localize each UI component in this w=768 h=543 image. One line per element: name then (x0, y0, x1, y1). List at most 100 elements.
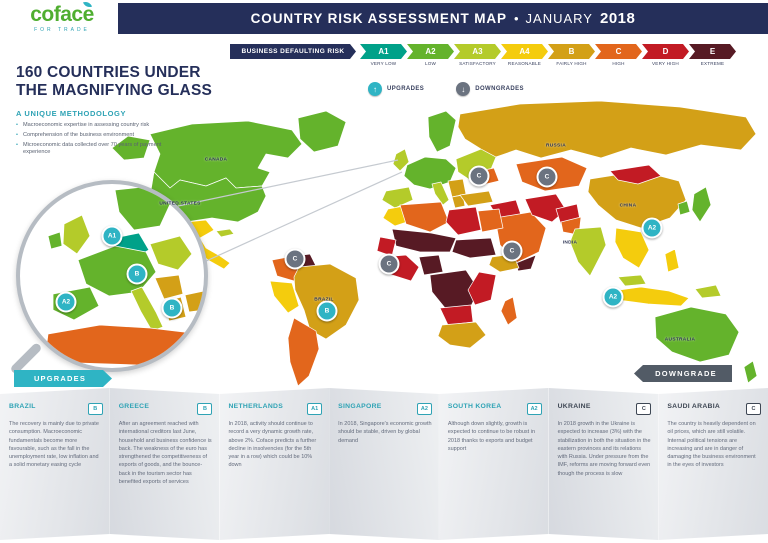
coface-wordmark: coface (30, 3, 94, 26)
region-malaysia (617, 274, 647, 287)
title-month: JANUARY (525, 11, 593, 26)
panel-header: NETHERLANDS A1 (228, 403, 322, 415)
marker-upgrade-greece: B (161, 297, 183, 319)
grade-level-label: FAIRLY HIGH (556, 61, 587, 66)
grade-chevron: C (595, 44, 642, 59)
risk-legend-title: BUSINESS DEFAULTING RISK (230, 44, 356, 59)
panel-grade-chip: B (88, 403, 103, 415)
region-southern-africa (437, 321, 487, 349)
europe-magnifier: A1 A2 B B (16, 180, 208, 372)
region-mongolia (609, 164, 662, 185)
panel-header: SINGAPORE A2 (338, 403, 432, 415)
panel-header: SOUTH KOREA A2 (448, 403, 542, 415)
change-legend: ↑ UPGRADES ↓ DOWNGRADES (368, 82, 524, 96)
panel-grade-chip: A1 (307, 403, 322, 415)
region-madagascar (500, 296, 518, 326)
zoom-region-ireland (47, 231, 63, 250)
panel-country-name: GREECE (118, 403, 150, 410)
region-philippines (664, 248, 680, 273)
coface-logo: coface FOR TRADE (14, 0, 110, 33)
header-title-bar: COUNTRY RISK ASSESSMENT MAP • JANUARY 20… (118, 3, 768, 34)
grade-a1: A1 VERY LOW (360, 44, 407, 66)
methodology-bullets: Macroeconomic expertise in assessing cou… (16, 122, 231, 157)
region-argentina (287, 317, 320, 387)
europe-zoom-map (45, 185, 205, 366)
grade-a4: A4 REASONABLE (501, 44, 548, 66)
grade-level-label: SATISFACTORY (459, 61, 496, 66)
panel-header: SAUDI ARABIA C (667, 403, 761, 415)
grade-chevron: D (642, 44, 689, 59)
zoom-region-italy (130, 286, 164, 332)
up-arrow-icon: ↑ (368, 82, 382, 96)
downgrades-legend-item: ↓ DOWNGRADES (456, 82, 524, 96)
marker-downgrade-saudi-arabia: C (501, 240, 523, 262)
panel-south-korea: SOUTH KOREA A2 Although down slightly, g… (439, 388, 549, 540)
grade-level-label: HIGH (612, 61, 625, 66)
panel-grade-chip: A2 (527, 403, 542, 415)
panel-grade-chip: C (746, 403, 761, 415)
panel-country-name: SAUDI ARABIA (667, 403, 721, 410)
grade-a2: A2 LOW (407, 44, 454, 66)
map-label-australia: AUSTRALIA (664, 337, 696, 343)
map-label-china: CHINA (619, 203, 637, 209)
marker-upgrade-iberia: A2 (55, 291, 77, 313)
panel-brazil: BRAZIL B The recovery is mainly due to p… (0, 388, 110, 540)
zoom-region-turkey (184, 290, 205, 313)
region-nigeria (418, 254, 444, 276)
region-egypt (477, 208, 504, 233)
grade-level-label: REASONABLE (507, 61, 542, 66)
panel-summary: After an agreement reached with internat… (118, 421, 212, 485)
panel-ukraine: UKRAINE C In 2018 growth in the Ukraine … (549, 388, 659, 540)
panel-grade-chip: A2 (417, 403, 432, 415)
panel-grade-chip: B (197, 403, 212, 415)
region-greece (451, 194, 466, 209)
panel-country-name: SINGAPORE (338, 403, 382, 410)
risk-legend: BUSINESS DEFAULTING RISK A1 VERY LOW A2 … (230, 44, 736, 66)
heading-line-2: THE MAGNIFYING GLASS (16, 81, 213, 99)
grade-chevron: E (689, 44, 736, 59)
panel-grade-chip: C (636, 403, 651, 415)
main-heading: 160 COUNTRIES UNDER THE MAGNIFYING GLASS (16, 64, 231, 100)
region-japan (691, 186, 712, 223)
region-greenland (297, 110, 347, 153)
region-peru (269, 280, 300, 314)
grade-level-label: VERY LOW (370, 61, 397, 66)
marker-upgrade-south-korea: A2 (641, 217, 663, 239)
upgrades-legend-item: ↑ UPGRADES (368, 82, 424, 96)
country-panels-strip: BRAZIL B The recovery is mainly due to p… (0, 388, 768, 540)
grade-c: C HIGH (595, 44, 642, 66)
zoom-region-balkans (154, 274, 184, 300)
zoom-region-uk (62, 214, 91, 255)
region-southeast-asia (614, 227, 650, 269)
grade-chevron: A3 (454, 44, 501, 59)
panel-summary: The recovery is mainly due to private co… (9, 421, 99, 469)
map-label-india: INDIA (562, 240, 578, 246)
intro-block: 160 COUNTRIES UNDER THE MAGNIFYING GLASS… (16, 64, 231, 157)
panel-summary: In 2018 growth in the Ukraine is expecte… (557, 421, 651, 477)
region-papua (694, 284, 722, 299)
region-cuba (215, 228, 235, 238)
upgrades-legend-label: UPGRADES (387, 86, 425, 92)
region-turkey (459, 190, 494, 207)
map-label-united-states: UNITED STATES (159, 201, 201, 207)
heading-line-1: 160 COUNTRIES UNDER (16, 64, 201, 81)
marker-upgrade-netherlands: A1 (101, 225, 123, 247)
bullet-item: Microeconomic data collected over 70 yea… (16, 142, 173, 157)
title-separator: • (513, 11, 519, 26)
region-sahel (391, 228, 457, 253)
region-western-europe (403, 156, 457, 190)
zoom-region-eastern-europe (149, 235, 193, 271)
map-label-canada: CANADA (204, 157, 228, 163)
panel-country-name: NETHERLANDS (228, 403, 284, 410)
panel-country-name: SOUTH KOREA (447, 403, 502, 410)
region-italy (431, 181, 450, 206)
coface-tagline: FOR TRADE (34, 27, 90, 33)
grade-level-label: LOW (424, 61, 437, 66)
grade-chevron: A1 (360, 44, 407, 59)
marker-downgrade-ukraine: C (468, 165, 490, 187)
bullet-item: Macroeconomic expertise in assessing cou… (16, 122, 173, 130)
panel-header: GREECE B (119, 403, 213, 415)
risk-grade-scale: A1 VERY LOW A2 LOW A3 SATISFACTORY A4 RE… (360, 44, 736, 66)
upgrades-ribbon: UPGRADES (14, 370, 112, 387)
